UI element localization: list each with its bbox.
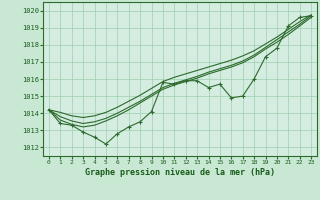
X-axis label: Graphe pression niveau de la mer (hPa): Graphe pression niveau de la mer (hPa) <box>85 168 275 177</box>
